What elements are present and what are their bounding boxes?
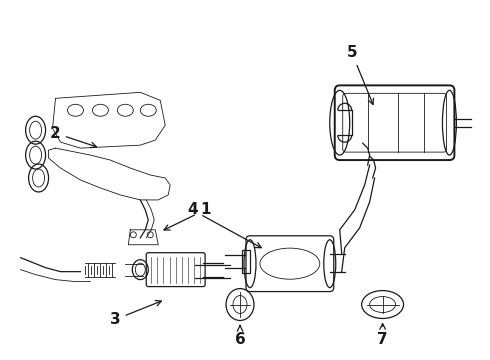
Text: 1: 1	[164, 202, 210, 230]
Text: 7: 7	[377, 324, 388, 347]
Text: 3: 3	[110, 301, 161, 327]
Text: 5: 5	[346, 45, 373, 104]
Text: 2: 2	[50, 126, 97, 148]
Text: 6: 6	[235, 325, 245, 347]
Text: 4: 4	[187, 202, 261, 248]
